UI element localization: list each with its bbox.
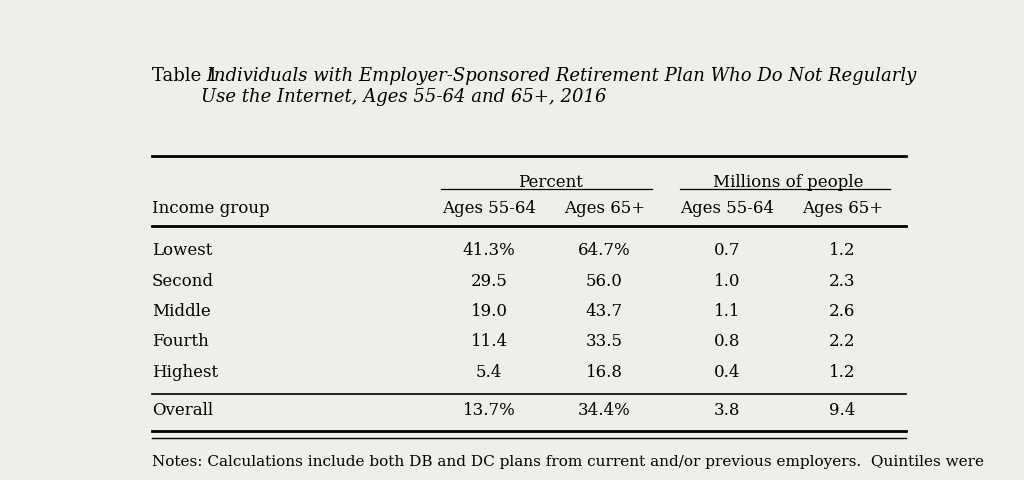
Text: 13.7%: 13.7%	[463, 402, 515, 419]
Text: 3.8: 3.8	[714, 402, 740, 419]
Text: 64.7%: 64.7%	[578, 242, 631, 259]
Text: Income group: Income group	[152, 200, 269, 217]
Text: 16.8: 16.8	[586, 364, 623, 381]
Text: Overall: Overall	[152, 402, 213, 419]
Text: Fourth: Fourth	[152, 333, 209, 350]
Text: 2.6: 2.6	[829, 303, 855, 320]
Text: Percent: Percent	[518, 174, 583, 191]
Text: Ages 55-64: Ages 55-64	[680, 200, 774, 217]
Text: 5.4: 5.4	[476, 364, 503, 381]
Text: 1.2: 1.2	[829, 364, 855, 381]
Text: 2.3: 2.3	[829, 273, 855, 290]
Text: Second: Second	[152, 273, 214, 290]
Text: 1.1: 1.1	[714, 303, 740, 320]
Text: 0.8: 0.8	[714, 333, 740, 350]
Text: Individuals with Employer-Sponsored Retirement Plan Who Do Not Regularly
Use the: Individuals with Employer-Sponsored Reti…	[201, 67, 916, 106]
Text: 1.0: 1.0	[714, 273, 740, 290]
Text: Table 1.: Table 1.	[152, 67, 224, 85]
Text: 43.7: 43.7	[586, 303, 623, 320]
Text: 34.4%: 34.4%	[578, 402, 631, 419]
Text: Lowest: Lowest	[152, 242, 212, 259]
Text: 0.4: 0.4	[714, 364, 740, 381]
Text: Millions of people: Millions of people	[714, 174, 864, 191]
Text: Ages 55-64: Ages 55-64	[442, 200, 537, 217]
Text: 19.0: 19.0	[471, 303, 508, 320]
Text: Middle: Middle	[152, 303, 211, 320]
Text: 29.5: 29.5	[471, 273, 508, 290]
Text: 2.2: 2.2	[829, 333, 855, 350]
Text: 9.4: 9.4	[829, 402, 855, 419]
Text: 56.0: 56.0	[586, 273, 623, 290]
Text: Ages 65+: Ages 65+	[802, 200, 883, 217]
Text: 0.7: 0.7	[714, 242, 740, 259]
Text: 33.5: 33.5	[586, 333, 623, 350]
Text: 11.4: 11.4	[470, 333, 508, 350]
Text: Notes: Calculations include both DB and DC plans from current and/or previous em: Notes: Calculations include both DB and …	[152, 455, 984, 469]
Text: 41.3%: 41.3%	[463, 242, 515, 259]
Text: 1.2: 1.2	[829, 242, 855, 259]
Text: Ages 65+: Ages 65+	[563, 200, 645, 217]
Text: Highest: Highest	[152, 364, 218, 381]
